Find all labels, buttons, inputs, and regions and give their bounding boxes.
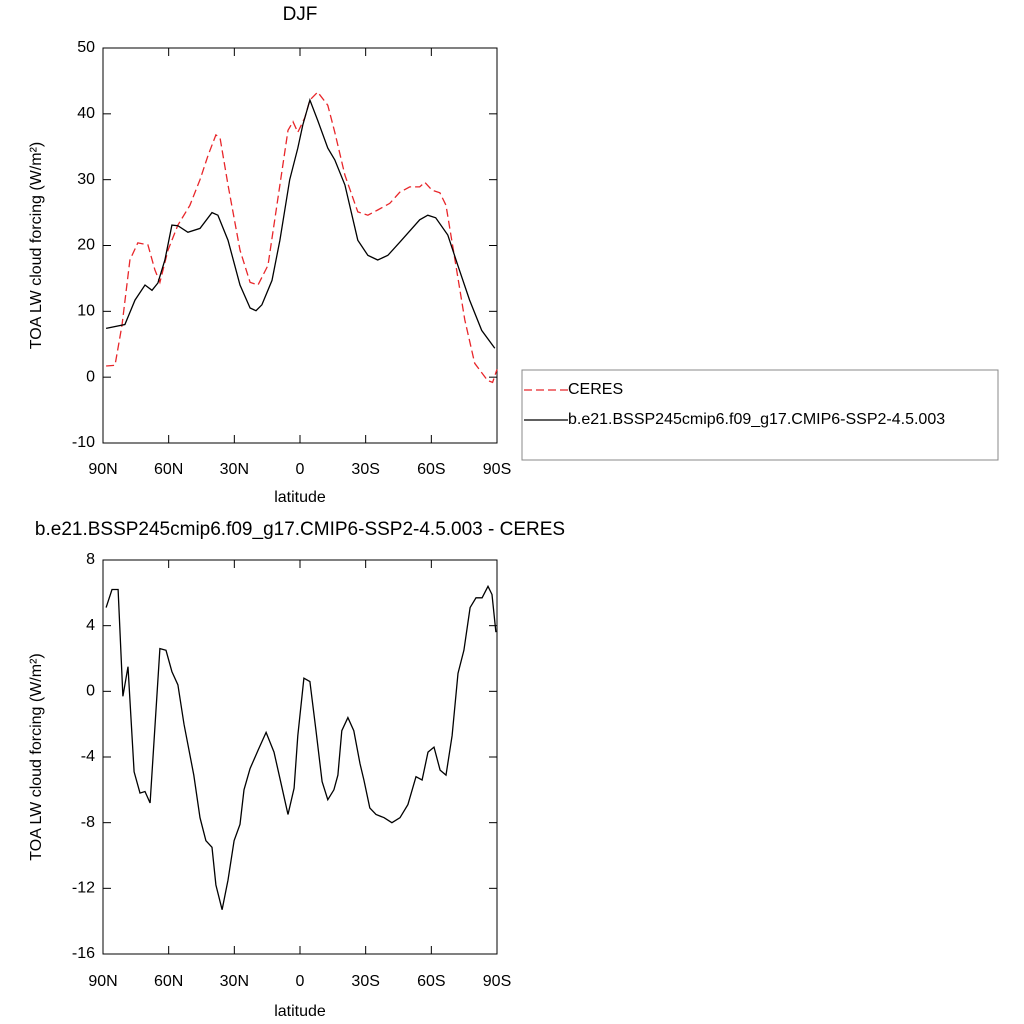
y-axis-label: TOA LW cloud forcing (W/m²) [28, 653, 45, 860]
x-tick-label: 0 [296, 973, 305, 990]
y-tick-label: 4 [86, 617, 95, 634]
y-tick-label: -8 [81, 814, 95, 831]
y-tick-label: -16 [72, 945, 95, 962]
y-tick-label: 50 [77, 39, 95, 56]
x-tick-label: 60S [417, 973, 445, 990]
y-tick-label: 20 [77, 237, 95, 254]
y-tick-label: -4 [81, 748, 95, 765]
x-tick-label: 30S [351, 461, 379, 478]
x-axis-label: latitude [274, 1003, 326, 1020]
line-series [106, 91, 498, 384]
x-tick-label: 90N [88, 461, 117, 478]
x-tick-label: 90S [483, 461, 511, 478]
y-tick-label: 8 [86, 551, 95, 568]
x-tick-label: 0 [296, 461, 305, 478]
legend-box [521, 369, 999, 461]
x-tick-label: 60S [417, 461, 445, 478]
line-series [105, 584, 497, 910]
x-tick-label: 90N [88, 973, 117, 990]
y-tick-label: -12 [72, 880, 95, 897]
x-tick-label: 60N [154, 461, 183, 478]
chart-title: DJF [283, 4, 318, 25]
chart-title: b.e21.BSSP245cmip6.f09_g17.CMIP6-SSP2-4.… [35, 519, 565, 540]
x-tick-label: 30N [220, 973, 249, 990]
plot-frame [102, 559, 498, 955]
y-tick-label: -10 [72, 434, 95, 451]
x-tick-label: 30S [351, 973, 379, 990]
y-tick-label: 40 [77, 105, 95, 122]
line-series [105, 97, 496, 349]
x-axis-label: latitude [274, 489, 326, 506]
legend-label: b.e21.BSSP245cmip6.f09_g17.CMIP6-SSP2-4.… [568, 411, 945, 428]
legend-label: CERES [568, 381, 623, 398]
y-axis-label: TOA LW cloud forcing (W/m²) [28, 142, 45, 349]
y-tick-label: 10 [77, 303, 95, 320]
y-tick-label: 0 [86, 368, 95, 385]
x-tick-label: 60N [154, 973, 183, 990]
plot-frame [102, 47, 498, 444]
x-tick-label: 30N [220, 461, 249, 478]
y-tick-label: 0 [86, 683, 95, 700]
x-tick-label: 90S [483, 973, 511, 990]
y-tick-label: 30 [77, 171, 95, 188]
